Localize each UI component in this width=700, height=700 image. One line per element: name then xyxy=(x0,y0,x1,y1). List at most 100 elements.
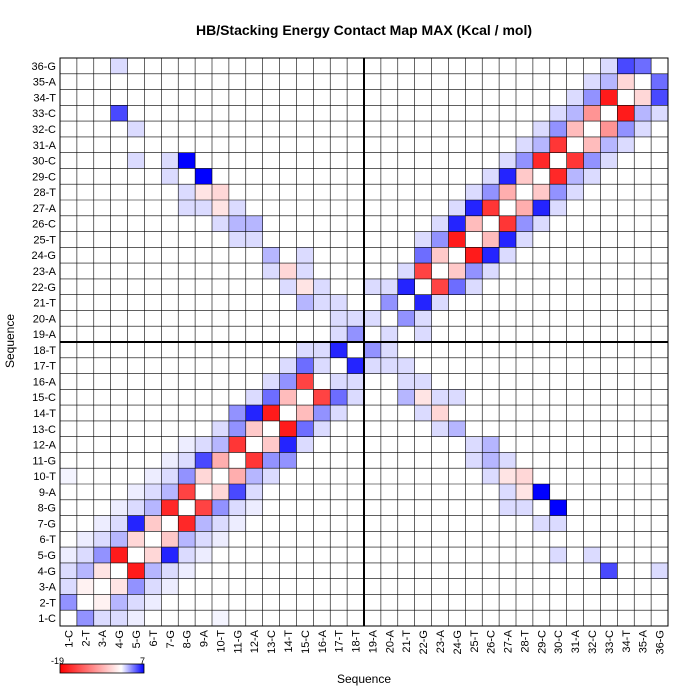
heatmap-cell xyxy=(482,436,500,453)
heatmap-cell xyxy=(296,263,314,279)
heatmap-cell xyxy=(583,152,601,169)
heatmap-cell xyxy=(364,342,381,358)
heatmap-cell xyxy=(347,326,364,342)
heatmap-cell xyxy=(482,263,500,279)
heatmap-cell xyxy=(161,578,179,595)
y-tick-label: 33-C xyxy=(32,108,56,120)
y-tick-label: 10-T xyxy=(33,471,56,483)
heatmap-cell xyxy=(296,247,314,264)
x-tick-label: 13-C xyxy=(266,630,278,654)
heatmap-cell xyxy=(448,263,466,279)
heatmap-cell xyxy=(516,215,533,232)
heatmap-cell xyxy=(93,515,111,532)
heatmap-cell xyxy=(448,389,466,406)
y-tick-label: 13-C xyxy=(32,424,56,436)
heatmap-cells xyxy=(60,58,668,626)
heatmap-cell xyxy=(465,436,483,453)
y-tick-labels: 1-C 2-T 3-A 4-G 5-G 6-T 7-G 8-G 9-A 10-T 11-G 12-A 1… xyxy=(32,61,57,625)
heatmap-cell xyxy=(60,594,77,611)
heatmap-cell xyxy=(583,168,601,185)
heatmap-cell xyxy=(600,73,618,90)
heatmap-cell xyxy=(549,105,567,122)
heatmap-cell xyxy=(448,200,466,216)
x-tick-label: 26-C xyxy=(486,630,498,654)
heatmap-cell xyxy=(228,499,246,516)
heatmap-cell xyxy=(651,89,668,106)
heatmap-cell xyxy=(76,531,94,548)
heatmap-cell xyxy=(245,231,263,248)
heatmap-cell xyxy=(144,578,162,595)
heatmap-cell xyxy=(296,420,314,437)
heatmap-cell xyxy=(228,436,246,453)
heatmap-cell xyxy=(549,200,567,216)
heatmap-cell xyxy=(482,231,500,248)
heatmap-cell xyxy=(617,136,635,153)
y-tick-label: 19-A xyxy=(33,329,57,341)
heatmap-cell xyxy=(313,278,331,295)
heatmap-cell xyxy=(516,152,533,169)
x-tick-label: 9-A xyxy=(199,629,211,647)
x-tick-label: 21-T xyxy=(401,630,413,653)
heatmap-cell xyxy=(245,405,263,421)
heatmap-cell xyxy=(296,294,314,311)
heatmap-cell xyxy=(532,121,550,137)
heatmap-cell xyxy=(262,247,280,264)
heatmap-cell xyxy=(532,215,550,232)
heatmap-cell xyxy=(178,452,196,469)
heatmap-cell xyxy=(178,562,196,579)
heatmap-cell xyxy=(431,420,449,437)
heatmap-cell xyxy=(566,89,584,106)
y-tick-label: 6-T xyxy=(40,534,57,546)
heatmap-cell xyxy=(499,247,516,264)
x-tick-label: 10-T xyxy=(215,630,227,653)
y-tick-label: 24-G xyxy=(32,250,56,262)
heatmap-cell xyxy=(76,562,94,579)
heatmap-cell xyxy=(600,136,618,153)
heatmap-cell xyxy=(195,168,212,185)
heatmap-cell xyxy=(245,420,263,437)
heatmap-cell xyxy=(465,263,483,279)
heatmap-cell xyxy=(195,499,212,516)
y-tick-label: 11-G xyxy=(32,455,56,467)
heatmap-cell xyxy=(634,89,652,106)
heatmap-cell xyxy=(448,215,466,232)
y-tick-label: 20-A xyxy=(33,313,57,325)
heatmap-cell xyxy=(414,373,432,390)
y-tick-label: 36-G xyxy=(32,61,56,73)
heatmap-cell xyxy=(228,231,246,248)
heatmap-cell xyxy=(397,373,415,390)
x-tick-label: 28-T xyxy=(519,630,531,653)
heatmap-cell xyxy=(499,484,516,500)
heatmap-cell xyxy=(330,310,348,327)
heatmap-cell xyxy=(516,484,533,500)
x-tick-label: 11-G xyxy=(232,630,244,654)
heatmap-cell xyxy=(195,184,212,200)
heatmap-cell xyxy=(482,200,500,216)
heatmap-cell xyxy=(161,152,179,169)
heatmap-cell xyxy=(431,215,449,232)
heatmap-cell xyxy=(380,278,398,295)
heatmap-cell xyxy=(127,610,145,626)
x-tick-label: 36-G xyxy=(655,630,667,654)
heatmap-cell xyxy=(448,278,466,295)
heatmap-cell xyxy=(313,357,331,374)
heatmap-cell xyxy=(262,373,280,390)
heatmap-cell xyxy=(532,484,550,500)
chart-title: HB/Stacking Energy Contact Map MAX (Kcal… xyxy=(196,22,532,38)
heatmap-cell xyxy=(161,168,179,185)
heatmap-cell xyxy=(212,436,229,453)
y-tick-label: 8-G xyxy=(38,503,56,515)
heatmap-cell xyxy=(549,121,567,137)
heatmap-cell xyxy=(516,468,533,484)
heatmap-cell xyxy=(228,420,246,437)
x-tick-label: 33-C xyxy=(604,630,616,654)
heatmap-cell xyxy=(60,578,77,595)
heatmap-cell xyxy=(583,89,601,106)
heatmap-cell xyxy=(195,468,212,484)
x-tick-label: 12-A xyxy=(249,629,261,653)
x-tick-label: 18-T xyxy=(351,630,363,653)
colorbar xyxy=(59,663,145,674)
heatmap-cell xyxy=(549,136,567,153)
heatmap-cell xyxy=(212,531,229,548)
heatmap-cell xyxy=(499,152,516,169)
